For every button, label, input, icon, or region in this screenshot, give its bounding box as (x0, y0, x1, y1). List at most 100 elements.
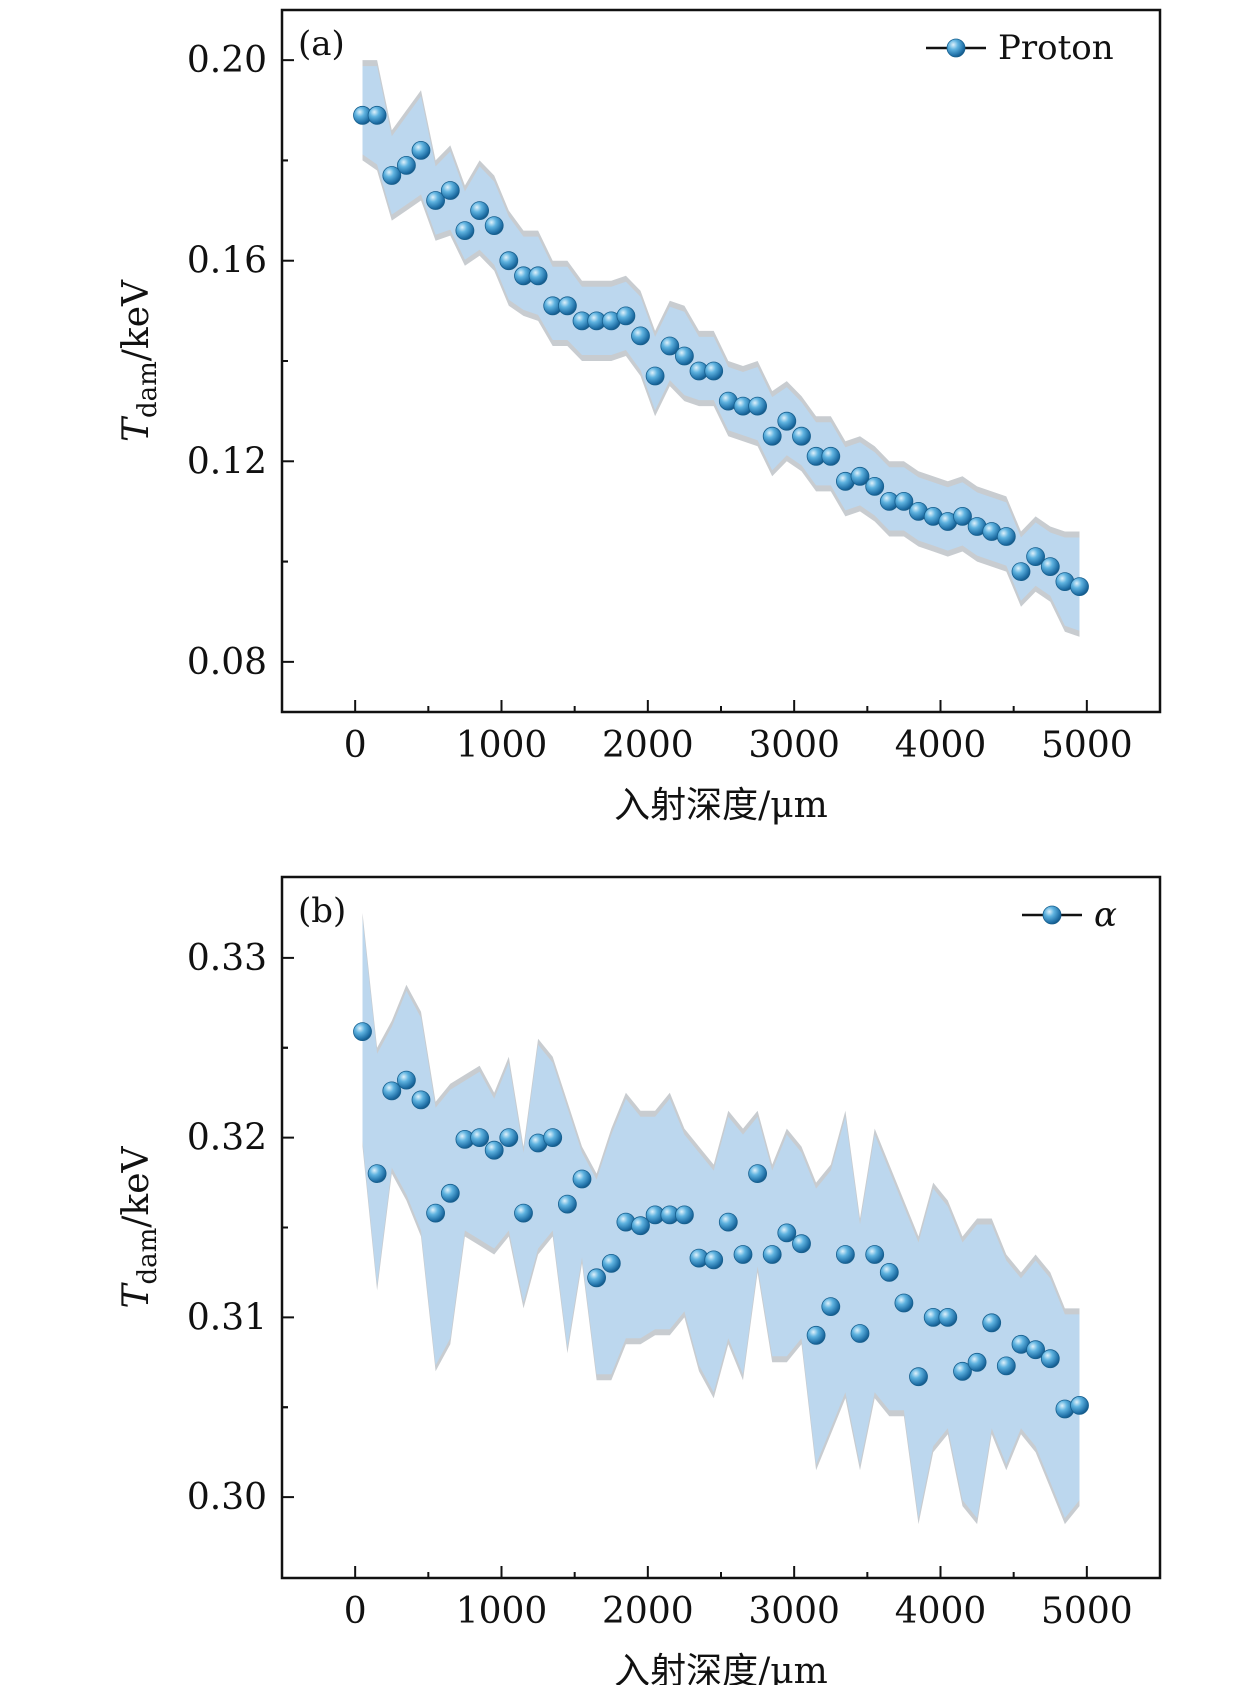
data-point (543, 1128, 563, 1147)
data-point (748, 1164, 767, 1183)
data-point (616, 306, 636, 326)
data-point (558, 296, 577, 316)
data-point (879, 1263, 899, 1282)
x-tick-label: 4000 (895, 1591, 987, 1632)
x-tick-label: 4000 (895, 725, 987, 766)
data-point (1040, 1349, 1060, 1369)
data-point (353, 1022, 372, 1041)
y-tick-label: 0.32 (187, 1118, 267, 1159)
data-point (953, 1361, 972, 1381)
data-point (455, 221, 475, 241)
legend-marker (946, 38, 966, 58)
data-point (382, 166, 402, 185)
data-point (411, 140, 431, 160)
chart-panel-1: 0 1000 2000 3000 4000 5000 0.08 0.12 0.16 0.20 (a)… (116, 8, 1162, 826)
data-point (367, 105, 387, 125)
data-point (733, 1245, 753, 1264)
data-point (411, 1090, 431, 1110)
data-point (792, 1234, 811, 1254)
data-point (1070, 577, 1089, 596)
data-point (806, 1325, 826, 1345)
data-point (836, 1245, 855, 1264)
x-tick-label: 2000 (602, 1591, 694, 1632)
data-point (748, 396, 767, 416)
data-point (470, 1128, 490, 1147)
data-point (865, 1245, 885, 1264)
data-point (704, 1250, 724, 1270)
data-point (675, 1205, 694, 1225)
panel-label: (b) (298, 891, 346, 931)
data-point (440, 1183, 460, 1203)
data-point (938, 1308, 958, 1327)
data-point (396, 155, 416, 175)
x-tick-label: 1000 (456, 1591, 548, 1632)
x-tick-label: 5000 (1041, 1591, 1133, 1632)
y-tick-label: 0.33 (187, 938, 267, 979)
data-point (894, 1293, 914, 1313)
data-point (894, 491, 914, 511)
data-point (909, 1367, 928, 1387)
data-point (718, 1212, 738, 1232)
data-point (967, 1352, 987, 1372)
data-point (382, 1081, 402, 1101)
data-point (426, 191, 446, 210)
data-point (514, 1203, 533, 1223)
data-point (587, 1268, 606, 1288)
y-tick-label: 0.20 (187, 40, 267, 81)
data-point (528, 266, 548, 286)
data-point (675, 346, 694, 366)
data-point (484, 1140, 504, 1160)
chart-panel-2: 0 1000 2000 3000 4000 5000 0.30 0.31 0.32 0.33 (b)… (116, 875, 1162, 1685)
y-tick-label: 0.08 (187, 642, 267, 683)
y-axis-label: Tdam/keV (116, 279, 163, 442)
data-point (704, 361, 724, 381)
data-point (953, 507, 972, 526)
x-tick-label: 0 (344, 725, 367, 766)
y-tick-label: 0.16 (187, 241, 267, 282)
error-band (362, 66, 1080, 631)
data-point (470, 201, 490, 221)
x-tick-label: 5000 (1041, 725, 1133, 766)
legend-label: Proton (998, 28, 1114, 68)
x-tick-label: 1000 (456, 725, 548, 766)
data-point (777, 411, 797, 431)
data-point (996, 1356, 1016, 1376)
x-tick-label: 0 (344, 1591, 367, 1632)
data-point (1026, 1340, 1045, 1360)
data-point (499, 1128, 519, 1147)
data-point (1070, 1396, 1089, 1415)
data-point (645, 366, 665, 386)
x-axis-label: 入射深度/μm (614, 1651, 828, 1685)
data-point (396, 1070, 416, 1090)
x-tick-label: 2000 (602, 725, 694, 766)
data-point (601, 1254, 621, 1273)
data-point (821, 446, 841, 466)
panel-label: (a) (298, 24, 345, 64)
data-point (631, 1216, 650, 1236)
data-point (762, 426, 782, 446)
data-point (499, 251, 519, 271)
legend-marker (1042, 905, 1062, 925)
x-tick-label: 3000 (748, 1591, 840, 1632)
data-point (1011, 562, 1031, 581)
data-point (792, 426, 811, 446)
data-point (821, 1297, 841, 1316)
legend: Proton (926, 28, 1114, 68)
data-point (865, 476, 885, 496)
data-point (850, 1324, 870, 1343)
data-point (982, 1313, 1002, 1333)
legend-label: α (1094, 895, 1117, 935)
data-point (631, 326, 650, 346)
data-point (558, 1194, 577, 1214)
legend: α (1022, 895, 1117, 935)
data-point (367, 1164, 387, 1183)
data-point (762, 1245, 782, 1264)
data-point (484, 216, 504, 236)
y-tick-label: 0.30 (187, 1477, 267, 1518)
data-point (660, 336, 680, 356)
y-tick-label: 0.31 (187, 1297, 267, 1338)
data-point (996, 527, 1016, 546)
data-point (426, 1203, 446, 1223)
data-point (1026, 547, 1045, 566)
